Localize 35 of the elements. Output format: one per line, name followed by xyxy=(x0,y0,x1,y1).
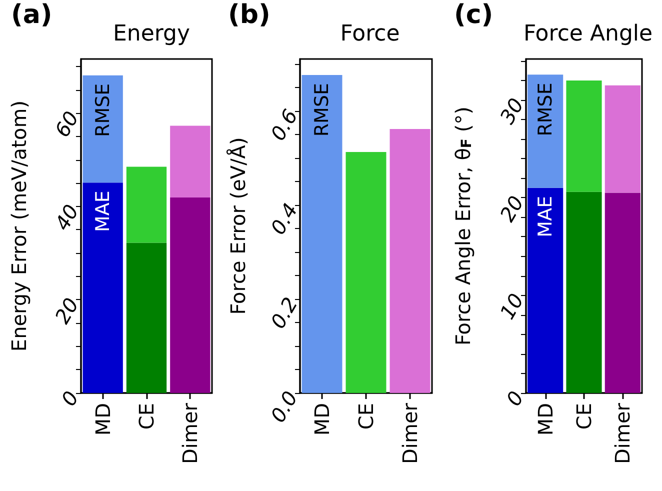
x-tick-label: MD xyxy=(533,403,558,436)
y-tick-label: 10 xyxy=(494,289,528,324)
y-tick-label: 20 xyxy=(494,192,528,226)
y-tick-label: 0.2 xyxy=(266,293,302,333)
y-tick-label: 20 xyxy=(50,294,84,328)
text: (b) xyxy=(228,0,270,30)
series-label: MAE xyxy=(92,190,114,232)
chart-title: Energy xyxy=(112,22,190,46)
x-tick-label: CE xyxy=(572,403,596,430)
x-tick-label: Dimer xyxy=(398,402,422,464)
y-tick-label: 30 xyxy=(494,94,528,128)
series-label: RMSE xyxy=(534,82,556,136)
x-tick-label: MD xyxy=(310,403,334,436)
y-axis-title: Force Angle Error, θF (°) xyxy=(451,106,475,346)
y-tick-label: 40 xyxy=(50,200,84,234)
y-tick-label: 0.0 xyxy=(266,387,302,427)
x-tick-label: Dimer xyxy=(610,402,635,464)
y-tick-label: 0 xyxy=(56,387,84,410)
y-tick-label: 60 xyxy=(50,107,84,142)
text: (c) xyxy=(454,0,494,30)
y-axis-title: Energy Error (meV/atom) xyxy=(7,100,31,352)
y-tick-label: 0 xyxy=(501,387,528,410)
series-label: RMSE xyxy=(311,82,333,137)
x-tick-label: CE xyxy=(354,403,378,430)
x-tick-label: CE xyxy=(134,403,158,430)
x-tick-label: MD xyxy=(90,403,115,436)
x-tick-label: Dimer xyxy=(178,402,202,464)
series-label: MAE xyxy=(534,196,556,238)
y-tick-label: 0.4 xyxy=(266,199,302,239)
y-axis-title: Force Error (eV/Å) xyxy=(226,137,250,315)
chart-title: Force xyxy=(340,22,400,46)
series-label: RMSE xyxy=(92,83,114,137)
y-tick-label: 0.6 xyxy=(266,105,302,145)
text: (a) xyxy=(11,0,52,30)
chart-title: Force Angle xyxy=(523,22,653,46)
